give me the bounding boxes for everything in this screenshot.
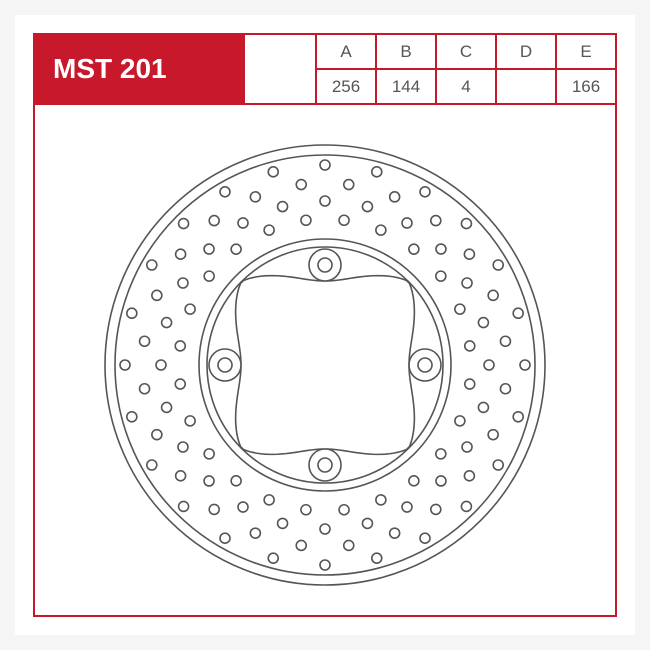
brake-disc-diagram xyxy=(85,125,565,605)
spec-head: B xyxy=(377,35,435,70)
header: MST 201 A 256 B 144 C 4 D xyxy=(35,35,615,105)
spec-table: A 256 B 144 C 4 D E 166 xyxy=(315,35,615,105)
spec-col-c: C 4 xyxy=(435,35,495,105)
spec-val: 144 xyxy=(377,70,435,105)
spec-col-a: A 256 xyxy=(315,35,375,105)
spec-val: 4 xyxy=(437,70,495,105)
spec-col-b: B 144 xyxy=(375,35,435,105)
frame: MST 201 A 256 B 144 C 4 D xyxy=(33,33,617,617)
spec-head: C xyxy=(437,35,495,70)
spec-head: E xyxy=(557,35,615,70)
card: MST 201 A 256 B 144 C 4 D xyxy=(15,15,635,635)
spec-head: A xyxy=(317,35,375,70)
spec-col-d: D xyxy=(495,35,555,105)
part-number: MST 201 xyxy=(35,35,245,105)
spec-val: 166 xyxy=(557,70,615,105)
spec-col-e: E 166 xyxy=(555,35,615,105)
spec-head: D xyxy=(497,35,555,70)
spec-val: 256 xyxy=(317,70,375,105)
spec-val xyxy=(497,70,555,105)
part-number-text: MST 201 xyxy=(53,53,167,85)
header-spacer xyxy=(245,35,315,105)
